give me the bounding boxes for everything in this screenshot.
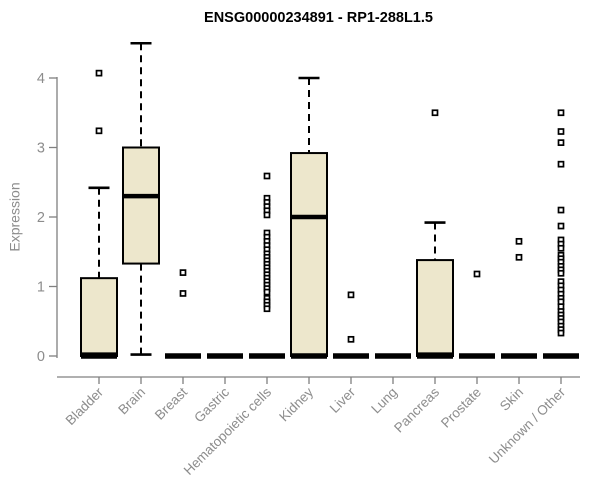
outlier-point [557, 160, 565, 168]
x-tick-label: Bladder [63, 384, 107, 428]
x-tick-label: Liver [327, 384, 359, 416]
collapsed-box [501, 353, 537, 359]
collapsed-box [165, 353, 201, 359]
x-tick-label: Breast [152, 384, 190, 422]
box [416, 259, 454, 357]
collapsed-box [207, 353, 243, 359]
x-tick-label: Lung [368, 385, 400, 417]
outlier-point [95, 69, 103, 77]
y-tick-label: 2 [37, 210, 45, 226]
chart-title: ENSG00000234891 - RP1-288L1.5 [204, 10, 433, 26]
outlier-point [557, 244, 565, 252]
outlier-point [347, 335, 355, 343]
outlier-point [473, 270, 481, 278]
outlier-point [179, 269, 187, 276]
outlier-point [557, 128, 565, 135]
outlier-point [557, 109, 565, 117]
outlier-point [263, 172, 271, 180]
outlier-point [95, 127, 103, 135]
box [290, 152, 328, 357]
outlier-point [263, 305, 271, 313]
collapsed-box [459, 353, 495, 359]
collapsed-box [543, 353, 579, 359]
x-tick-label: Kidney [276, 384, 316, 424]
outlier-point [263, 211, 271, 219]
box-bottom-bar [417, 353, 453, 359]
box-bottom-bar [81, 353, 117, 359]
y-tick-label: 1 [37, 280, 45, 296]
y-tick-label: 0 [37, 349, 45, 365]
outlier-point [557, 329, 565, 337]
outlier-point [515, 237, 523, 245]
x-tick-label: Unknown / Other [486, 384, 569, 467]
x-tick-label: Brain [115, 385, 148, 418]
outlier-point [515, 253, 523, 261]
y-tick-label: 3 [37, 141, 45, 157]
outlier-point [431, 109, 439, 117]
x-tick-label: Gastric [191, 384, 232, 425]
collapsed-box [249, 353, 285, 359]
outlier-point [179, 290, 187, 297]
collapsed-box [375, 353, 411, 359]
box [122, 146, 160, 265]
outlier-point [557, 269, 565, 277]
outlier-point [557, 222, 565, 230]
box [80, 277, 118, 357]
outlier-point [347, 291, 355, 299]
outlier-point [557, 139, 565, 146]
box-bottom-bar [291, 353, 327, 359]
y-tick-label: 4 [37, 71, 45, 87]
x-tick-label: Skin [497, 385, 526, 414]
x-tick-label: Pancreas [391, 384, 442, 435]
outlier-point [557, 206, 565, 214]
x-tick-label: Prostate [438, 385, 484, 431]
collapsed-box [333, 353, 369, 359]
outlier-point [263, 288, 271, 296]
